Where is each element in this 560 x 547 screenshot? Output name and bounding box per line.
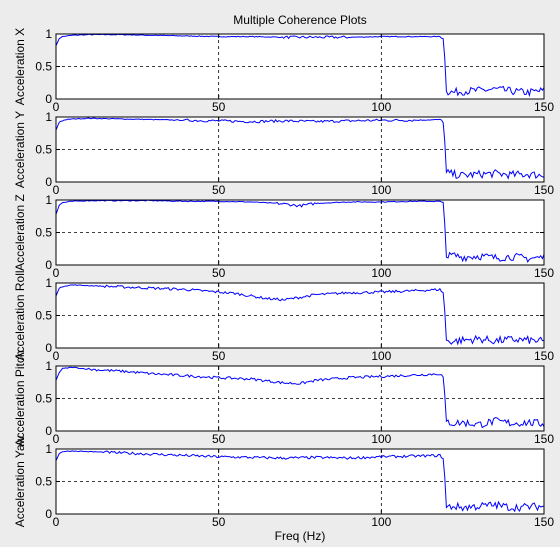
panel-acceleration-roll-series-0 [55,284,545,346]
panel-acceleration-y: 0 50 100 150 0 0.5 1 Acceleration Y [13,110,554,197]
panel-acceleration-z-plot-area [56,200,544,265]
panel-acceleration-z: 0 50 100 150 0 0.5 1 Acceleration Z [13,193,554,280]
panel-acceleration-yaw-plot-area [56,449,544,514]
panel-acceleration-x-xtick-label-100: 100 [371,100,391,114]
panel-acceleration-pitch-xtick-label-50: 50 [212,432,226,446]
panel-acceleration-z-ytick-label-0: 0 [45,258,52,272]
panel-acceleration-pitch: 0 50 100 150 0 0.5 1 Acceleration Pitch [13,350,554,446]
panel-acceleration-y-plot-area [56,117,544,182]
panel-acceleration-yaw-xtick-label-100: 100 [371,515,391,529]
panel-acceleration-y-series-0 [55,117,545,180]
panel-acceleration-z-xtick-label-50: 50 [212,266,226,280]
panel-acceleration-z-ytick-label-0-5: 0.5 [35,226,52,240]
panel-acceleration-pitch-ytick-label-0-5: 0.5 [35,392,52,406]
panel-acceleration-roll-xtick-label-100: 100 [371,349,391,363]
panel-acceleration-roll-ytick-label-1: 1 [45,276,52,290]
panel-acceleration-pitch-ytick-label-0: 0 [45,424,52,438]
panel-acceleration-y-ytick-label-1: 1 [45,110,52,124]
panel-acceleration-pitch-xtick-label-0: 0 [53,432,60,446]
panel-acceleration-x-plot-area [56,34,544,99]
panel-acceleration-pitch-ytick-label-1: 1 [45,359,52,373]
panel-acceleration-pitch-xtick-label-150: 150 [534,432,554,446]
panel-acceleration-pitch-series-0 [55,366,545,429]
panel-acceleration-x-series-0 [55,33,545,98]
panel-acceleration-x-ytick-label-1: 1 [45,27,52,41]
panel-acceleration-y-ylabel: Acceleration Y [13,111,27,188]
panel-acceleration-z-ytick-label-1: 1 [45,193,52,207]
panel-acceleration-roll-ytick-label-0-5: 0.5 [35,309,52,323]
panel-acceleration-roll-ylabel: Acceleration Roll [13,270,27,360]
panel-acceleration-yaw-xtick-label-0: 0 [53,515,60,529]
panel-acceleration-x-ytick-label-0: 0 [45,92,52,106]
panel-acceleration-z-xtick-label-0: 0 [53,266,60,280]
panel-acceleration-x: 0 50 100 150 0 0.5 1 Acceleration X [13,27,554,114]
panel-acceleration-z-xtick-label-100: 100 [371,266,391,280]
panel-acceleration-z-xtick-label-150: 150 [534,266,554,280]
panel-acceleration-pitch-ylabel: Acceleration Pitch [13,350,27,446]
panel-acceleration-y-xtick-label-100: 100 [371,183,391,197]
panel-acceleration-x-xtick-label-150: 150 [534,100,554,114]
x-axis-label: Freq (Hz) [275,529,326,543]
panel-acceleration-pitch-plot-area [56,366,544,431]
panel-acceleration-x-ytick-label-0-5: 0.5 [35,60,52,74]
panel-acceleration-y-xtick-label-150: 150 [534,183,554,197]
panel-acceleration-yaw-xtick-label-150: 150 [534,515,554,529]
panel-acceleration-roll-xtick-label-0: 0 [53,349,60,363]
panel-acceleration-yaw-ytick-label-0: 0 [45,507,52,521]
panel-acceleration-yaw: 0 50 100 150 0 0.5 1 Acceleration Yaw [13,435,554,529]
panel-acceleration-pitch-xtick-label-100: 100 [371,432,391,446]
panel-acceleration-roll-xtick-label-50: 50 [212,349,226,363]
panel-acceleration-yaw-ytick-label-1: 1 [45,442,52,456]
panel-acceleration-z-ylabel: Acceleration Z [13,194,27,271]
panel-acceleration-yaw-ytick-label-0-5: 0.5 [35,475,52,489]
panel-acceleration-y-ytick-label-0-5: 0.5 [35,143,52,157]
panel-acceleration-roll: 0 50 100 150 0 0.5 1 Acceleration Roll [13,270,554,363]
panel-acceleration-z-series-0 [55,199,545,263]
panel-acceleration-yaw-series-0 [55,450,545,513]
figure-title: Multiple Coherence Plots [233,13,366,27]
panel-acceleration-y-xtick-label-0: 0 [53,183,60,197]
panel-acceleration-x-xtick-label-0: 0 [53,100,60,114]
panel-acceleration-roll-xtick-label-150: 150 [534,349,554,363]
panel-acceleration-roll-ytick-label-0: 0 [45,341,52,355]
panel-acceleration-x-ylabel: Acceleration X [13,28,27,105]
panel-acceleration-yaw-ylabel: Acceleration Yaw [13,435,27,527]
panel-acceleration-yaw-xtick-label-50: 50 [212,515,226,529]
panel-acceleration-y-ytick-label-0: 0 [45,175,52,189]
panel-acceleration-x-xtick-label-50: 50 [212,100,226,114]
panel-acceleration-y-xtick-label-50: 50 [212,183,226,197]
